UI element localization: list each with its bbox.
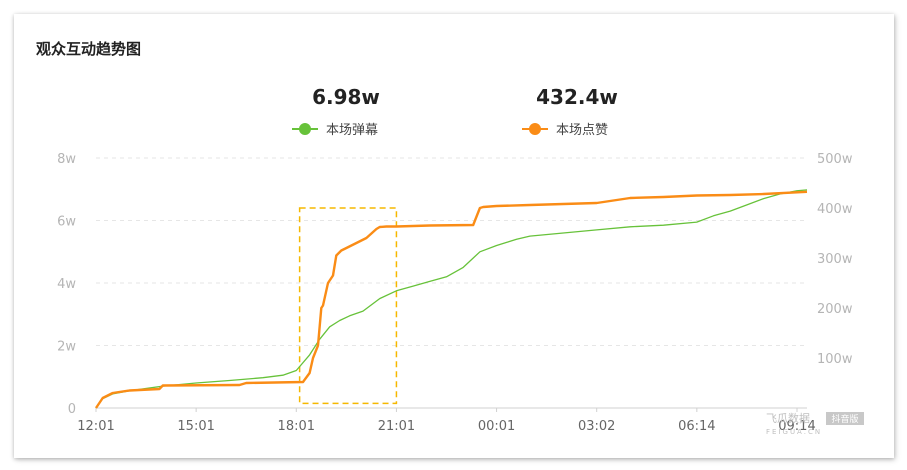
- y-right-tick-label: 400w: [817, 202, 853, 217]
- watermark: 飞瓜数据 FEIGUA.CN 抖音版: [766, 411, 864, 436]
- watermark-sub: FEIGUA.CN: [766, 428, 822, 436]
- y-axis-left: 0 2w 4w 6w 8w: [57, 152, 76, 417]
- chart-title: 观众互动趋势图: [36, 40, 141, 58]
- series-danmu-line: [95, 189, 808, 409]
- watermark-text: 飞瓜数据: [766, 411, 810, 425]
- legend-danmu-marker: [299, 123, 311, 135]
- legend-likes[interactable]: 本场点赞: [522, 123, 608, 138]
- stat-danmu-value: 6.98w: [312, 85, 380, 109]
- y-axis-right: 100w 200w 300w 400w 500w: [817, 152, 853, 367]
- x-tick-label: 21:01: [378, 419, 415, 434]
- annotation-layer: [298, 207, 398, 405]
- y-left-tick-label: 4w: [57, 277, 76, 292]
- legend-likes-marker: [529, 123, 541, 135]
- x-axis: 12:01 15:01 18:01 21:01 00:01 03:02 06:14 09:14: [77, 408, 816, 434]
- series-likes-line: [95, 190, 808, 409]
- legend-danmu-label: 本场弹幕: [326, 123, 378, 138]
- y-left-tick-label: 2w: [57, 340, 76, 355]
- x-tick-label: 03:02: [578, 419, 615, 434]
- y-left-tick-label: 6w: [57, 215, 76, 230]
- legend-likes-label: 本场点赞: [556, 123, 608, 138]
- x-tick-label: 09:14: [778, 419, 815, 434]
- legend-danmu[interactable]: 本场弹幕: [292, 123, 378, 138]
- plot-area: [95, 189, 808, 409]
- x-tick-label: 06:14: [678, 419, 715, 434]
- highlight-box: [298, 207, 398, 405]
- y-right-tick-label: 500w: [817, 152, 853, 167]
- y-right-tick-label: 200w: [817, 302, 853, 317]
- y-right-tick-label: 300w: [817, 252, 853, 267]
- stat-likes-value: 432.4w: [536, 85, 618, 109]
- watermark-badge-bg: [826, 412, 864, 425]
- y-right-tick-label: 100w: [817, 352, 853, 367]
- x-tick-label: 15:01: [177, 419, 214, 434]
- x-tick-label: 18:01: [278, 419, 315, 434]
- y-left-tick-label: 8w: [57, 152, 76, 167]
- grid: [96, 157, 807, 409]
- x-tick-label: 12:01: [77, 419, 114, 434]
- watermark-badge: 抖音版: [831, 413, 858, 425]
- y-left-tick-label: 0: [68, 402, 76, 417]
- x-tick-label: 00:01: [478, 419, 515, 434]
- chart-card: 观众互动趋势图 6.98w 432.4w 本场弹幕 本场点赞 0 2w 4w 6w 8w…: [14, 14, 894, 458]
- chart-svg: 观众互动趋势图 6.98w 432.4w 本场弹幕 本场点赞 0 2w 4w 6w 8w…: [36, 40, 864, 436]
